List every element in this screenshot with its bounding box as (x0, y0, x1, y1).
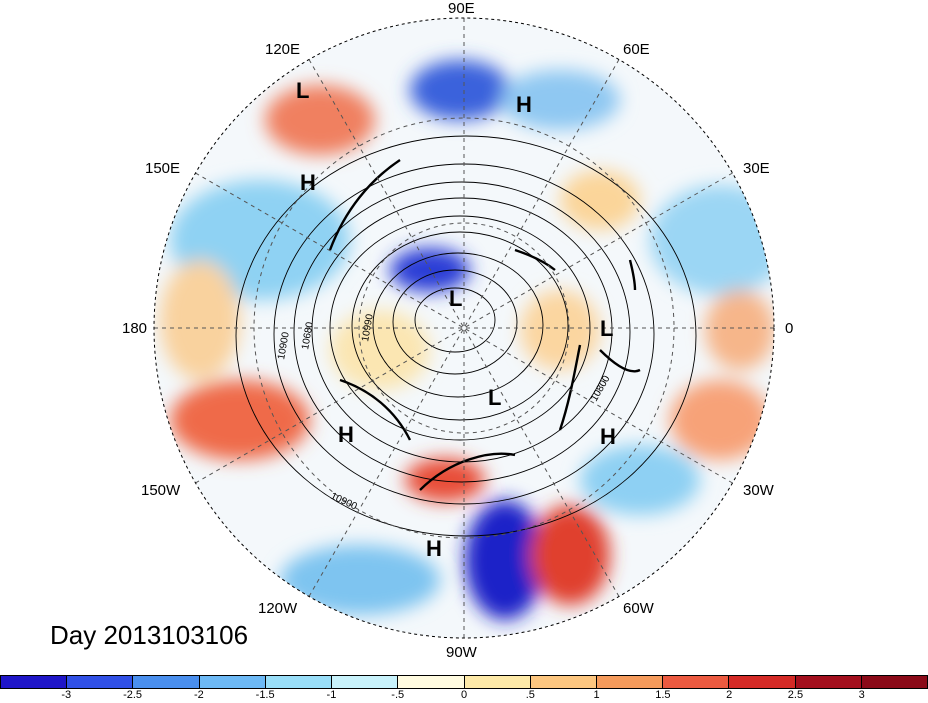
pressure-center: H (516, 92, 532, 117)
colorbar-cell (861, 676, 928, 688)
colorbar-cell (133, 676, 200, 688)
colorbar-tick-label: .5 (525, 689, 535, 701)
graticule (154, 18, 774, 638)
colorbar-cell (795, 676, 862, 688)
longitude-label: 60E (623, 41, 650, 58)
pressure-center-labels: L H H L L L H H H (296, 78, 616, 561)
pressure-center: H (338, 422, 354, 447)
colorbar-tick-label: -.5 (391, 689, 405, 701)
colorbar-tick-label: -1 (326, 689, 337, 701)
pressure-center: L (488, 385, 501, 410)
colorbar-tick-label: -2.5 (123, 689, 143, 701)
longitude-label: 30E (743, 160, 770, 177)
colorbar-tick-label: 0 (460, 689, 468, 701)
colorbar-tick-label: 3 (858, 689, 865, 701)
colorbar-cell (265, 676, 333, 688)
colorbar-tick-labels: -3 -2.5 -2 -1.5 -1 -.5 0 .5 1 1.5 2 2.5 3 (0, 689, 928, 703)
colorbar-cell (530, 676, 597, 688)
colorbar-cell (729, 676, 796, 688)
colorbar-tick-label: 2 (726, 689, 733, 701)
longitude-label: 60W (623, 600, 654, 617)
longitude-label: 180 (122, 320, 148, 337)
longitude-label: 90E (448, 0, 475, 17)
colorbar-tick-label: 1 (593, 689, 600, 701)
pressure-center: H (426, 536, 442, 561)
colorbar-cell (67, 676, 134, 688)
colorbar-cell (663, 676, 730, 688)
longitude-label: 30W (743, 482, 774, 499)
longitude-label: 120E (265, 41, 301, 58)
longitude-label: 150E (145, 160, 181, 177)
contour-label: 10680 (300, 321, 316, 351)
anomaly-field (154, 18, 774, 638)
day-label: Day 2013103106 (50, 620, 249, 650)
colorbar-tick-label: -2 (193, 689, 204, 701)
jet-stream-isotachs (328, 159, 641, 491)
contour-label: 10900 (276, 331, 292, 361)
colorbar-cell (398, 676, 465, 688)
colorbar-tick-label: -1.5 (255, 689, 275, 701)
colorbar-cell (199, 676, 266, 688)
colorbar-cell (332, 676, 399, 688)
colorbar-cell (464, 676, 531, 688)
longitude-label: 0 (785, 320, 794, 337)
map-boundary (153, 17, 775, 639)
colorbar-tick-label: -3 (61, 689, 72, 701)
longitude-label: 90W (446, 644, 477, 661)
pressure-center: H (600, 424, 616, 449)
longitude-label: 120W (258, 600, 298, 617)
colorbar-tick-label: 1.5 (655, 689, 671, 701)
pressure-center: L (296, 78, 309, 103)
colorbar-tick-label: 2.5 (787, 689, 804, 701)
colorbar-cell (596, 676, 664, 688)
colorbar (0, 675, 928, 689)
pressure-center: L (449, 286, 462, 311)
pressure-center: H (300, 170, 316, 195)
pressure-center: L (600, 316, 613, 341)
contour-label: 10990 (360, 313, 376, 343)
longitude-label: 150W (141, 482, 181, 499)
colorbar-cell (1, 676, 68, 688)
